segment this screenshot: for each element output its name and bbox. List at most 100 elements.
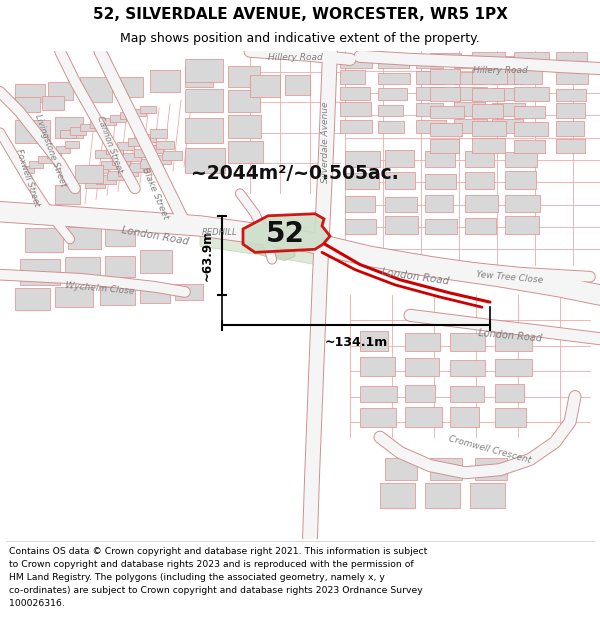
Bar bbox=[450, 360, 485, 376]
Bar bbox=[425, 195, 453, 212]
Bar bbox=[42, 96, 64, 110]
Bar bbox=[472, 121, 506, 136]
Bar bbox=[101, 161, 119, 169]
Bar bbox=[378, 56, 409, 68]
Bar bbox=[450, 333, 485, 351]
Bar bbox=[228, 115, 261, 138]
Bar bbox=[47, 151, 61, 158]
Bar bbox=[15, 288, 50, 310]
Bar bbox=[454, 55, 483, 68]
Bar bbox=[80, 124, 96, 131]
Bar bbox=[556, 89, 586, 101]
Bar bbox=[385, 216, 418, 234]
Bar bbox=[556, 71, 588, 84]
Bar bbox=[340, 121, 373, 132]
Bar bbox=[416, 103, 443, 116]
Bar bbox=[60, 131, 76, 138]
Bar bbox=[140, 286, 170, 303]
Bar bbox=[123, 152, 141, 161]
Bar bbox=[285, 74, 310, 95]
Bar bbox=[156, 141, 174, 149]
Bar bbox=[385, 197, 416, 212]
Bar bbox=[185, 89, 223, 112]
Bar bbox=[556, 139, 585, 152]
Bar bbox=[38, 156, 52, 163]
Bar bbox=[20, 166, 34, 173]
Bar bbox=[425, 219, 457, 234]
Bar bbox=[425, 483, 460, 508]
Bar bbox=[340, 55, 371, 68]
Bar bbox=[492, 88, 523, 100]
Bar bbox=[228, 66, 260, 87]
Bar bbox=[492, 56, 523, 68]
Text: Cromwell Crescent: Cromwell Crescent bbox=[448, 434, 532, 465]
Bar bbox=[85, 179, 105, 188]
Bar bbox=[100, 118, 116, 126]
Bar bbox=[107, 171, 127, 180]
Bar bbox=[345, 173, 379, 189]
Bar bbox=[430, 106, 464, 118]
Bar bbox=[345, 151, 380, 167]
Bar bbox=[15, 120, 50, 142]
Bar bbox=[360, 357, 395, 376]
Bar bbox=[29, 161, 43, 168]
Bar bbox=[150, 69, 180, 92]
Text: Yew Tree Close: Yew Tree Close bbox=[476, 271, 544, 285]
Text: REDHILL: REDHILL bbox=[202, 228, 238, 236]
Bar bbox=[430, 139, 458, 152]
Text: ~134.1m: ~134.1m bbox=[325, 336, 388, 349]
Bar bbox=[465, 151, 494, 167]
Bar bbox=[185, 59, 223, 82]
Bar bbox=[55, 287, 93, 307]
Bar bbox=[185, 118, 223, 142]
Bar bbox=[130, 109, 146, 116]
Bar bbox=[90, 121, 106, 129]
Bar bbox=[385, 150, 414, 167]
Bar bbox=[162, 151, 182, 160]
Bar bbox=[385, 173, 415, 189]
Bar bbox=[185, 148, 225, 173]
Bar bbox=[134, 149, 152, 157]
Bar bbox=[380, 483, 415, 508]
Bar bbox=[95, 150, 112, 158]
Bar bbox=[505, 171, 536, 189]
Bar bbox=[492, 103, 525, 116]
Bar bbox=[378, 88, 407, 100]
Bar bbox=[112, 157, 130, 165]
Bar bbox=[175, 284, 203, 300]
Bar bbox=[228, 90, 260, 112]
Bar bbox=[405, 385, 435, 402]
Bar bbox=[470, 483, 505, 508]
Bar bbox=[150, 129, 167, 138]
Bar bbox=[492, 119, 523, 132]
Bar bbox=[475, 458, 507, 480]
Bar bbox=[472, 88, 503, 101]
Bar bbox=[514, 87, 549, 101]
Text: Blake Street: Blake Street bbox=[140, 166, 170, 221]
Bar bbox=[505, 195, 540, 212]
Text: Hillery Road: Hillery Road bbox=[268, 53, 322, 62]
Bar bbox=[454, 102, 485, 116]
Bar bbox=[15, 84, 45, 102]
Bar bbox=[340, 87, 370, 100]
Bar bbox=[416, 119, 446, 132]
Bar bbox=[495, 333, 532, 351]
Bar bbox=[495, 359, 532, 376]
Bar bbox=[360, 408, 395, 427]
Bar bbox=[454, 119, 487, 132]
Bar bbox=[120, 112, 136, 119]
Bar bbox=[250, 74, 280, 97]
Text: Foxwell Street: Foxwell Street bbox=[14, 148, 41, 208]
Bar bbox=[556, 104, 586, 118]
Bar bbox=[140, 106, 156, 113]
Bar bbox=[340, 102, 371, 116]
Polygon shape bbox=[200, 232, 315, 264]
Bar bbox=[450, 386, 484, 402]
Text: Cannon Street: Cannon Street bbox=[95, 115, 125, 174]
Text: Silverdale Avenue: Silverdale Avenue bbox=[322, 102, 331, 183]
Bar bbox=[105, 226, 135, 246]
Bar bbox=[65, 141, 79, 148]
Text: Hillery Road: Hillery Road bbox=[473, 66, 527, 75]
Bar bbox=[15, 97, 40, 112]
Bar bbox=[185, 66, 213, 87]
